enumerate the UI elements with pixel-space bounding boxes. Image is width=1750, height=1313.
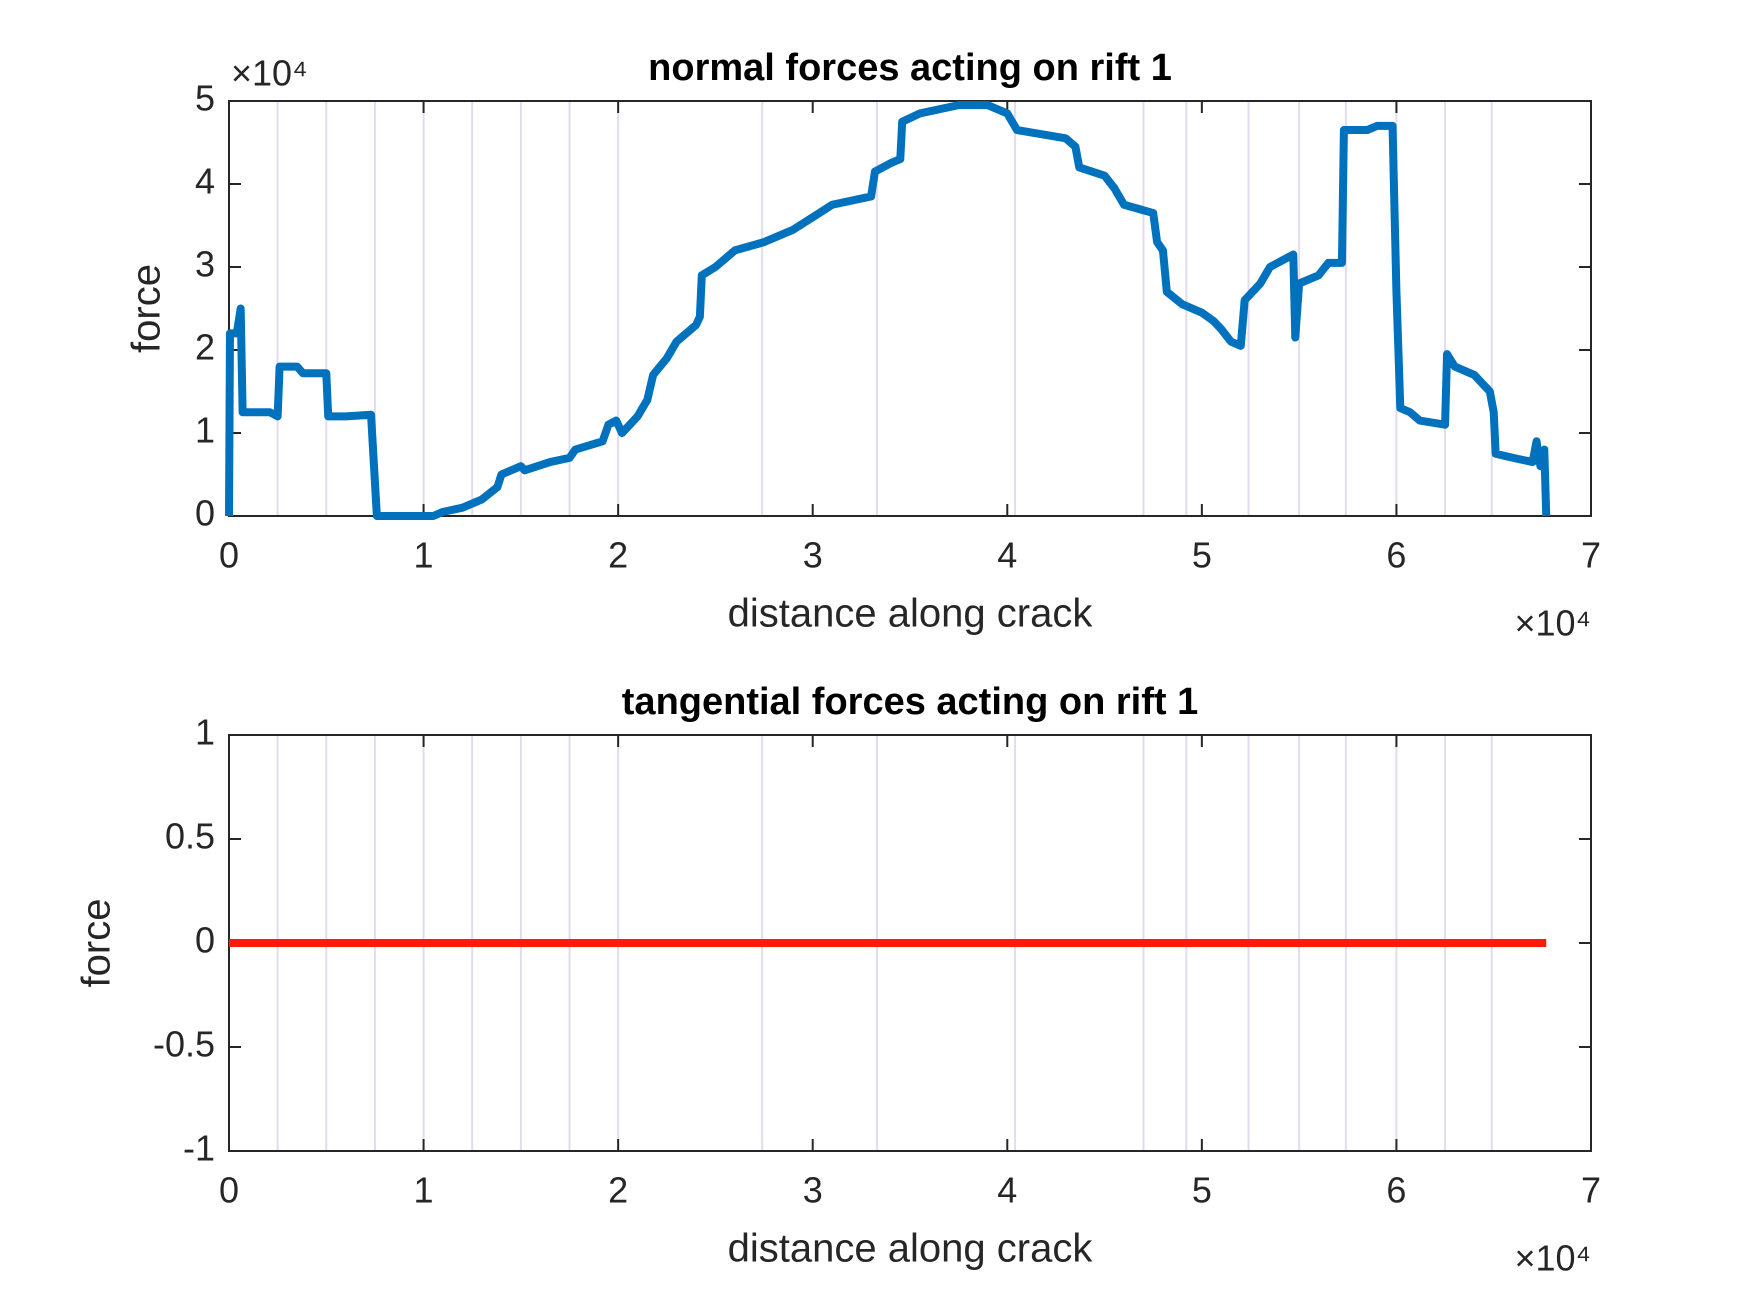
y-tick-label: 5 (195, 78, 215, 119)
x-axis-label: distance along crack (728, 1227, 1094, 1271)
x-tick-label: 1 (414, 1170, 434, 1211)
x-tick-label: 3 (803, 535, 823, 576)
x-tick-label: 7 (1581, 1170, 1601, 1211)
x-tick-label: 4 (997, 535, 1017, 576)
x-tick-label: 6 (1386, 535, 1406, 576)
x-multiplier: ×10⁴ (1514, 1238, 1591, 1279)
x-tick-label: 4 (997, 1170, 1017, 1211)
x-tick-label: 1 (414, 535, 434, 576)
x-tick-label: 0 (219, 535, 239, 576)
y-tick-label: 0 (195, 920, 215, 961)
chart-title: tangential forces acting on rift 1 (622, 681, 1198, 723)
x-tick-label: 2 (608, 535, 628, 576)
chart-title: normal forces acting on rift 1 (648, 47, 1172, 89)
x-axis-label: distance along crack (728, 592, 1094, 636)
y-axis-label: force (125, 264, 169, 353)
x-tick-label: 5 (1192, 1170, 1212, 1211)
y-tick-label: 4 (195, 161, 215, 202)
y-tick-label: 2 (195, 327, 215, 368)
axes-box (228, 100, 1592, 517)
y-tick-label: 1 (195, 410, 215, 451)
y-tick-label: 3 (195, 244, 215, 285)
y-tick-label: -1 (183, 1128, 215, 1169)
y-tick-label: 0.5 (165, 816, 215, 857)
y-tick-label: 1 (195, 712, 215, 753)
x-multiplier: ×10⁴ (1514, 603, 1591, 644)
y-multiplier: ×10⁴ (231, 53, 308, 94)
data-line (225, 101, 1551, 520)
x-tick-label: 0 (219, 1170, 239, 1211)
x-tick-label: 6 (1386, 1170, 1406, 1211)
y-tick-label: 0 (195, 493, 215, 534)
x-tick-label: 3 (803, 1170, 823, 1211)
x-tick-label: 7 (1581, 535, 1601, 576)
y-tick-label: -0.5 (153, 1024, 215, 1065)
x-tick-label: 2 (608, 1170, 628, 1211)
x-tick-label: 5 (1192, 535, 1212, 576)
y-axis-label: force (75, 899, 119, 988)
